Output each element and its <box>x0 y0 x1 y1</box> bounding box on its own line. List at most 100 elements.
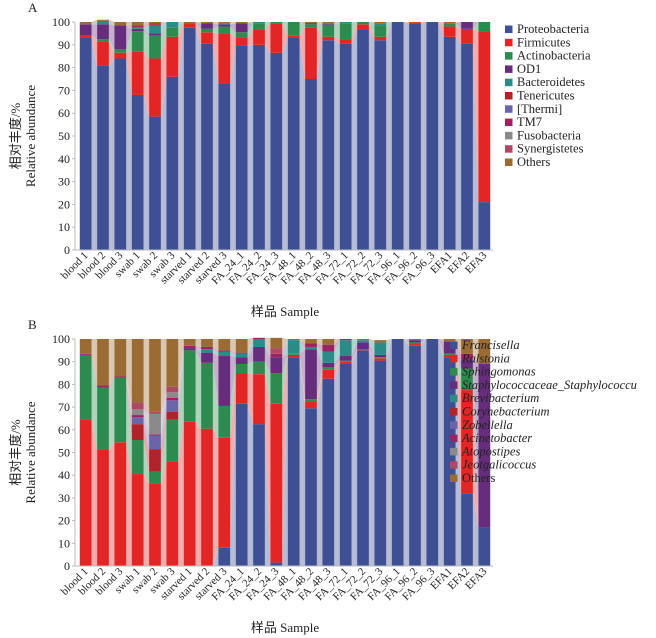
connector-band <box>264 337 271 358</box>
bar-segment <box>201 352 213 363</box>
connector-band <box>264 44 271 250</box>
bar-segment <box>79 24 92 36</box>
connector-band <box>108 442 115 566</box>
bar-FA_24_2 <box>253 337 265 566</box>
bar-segment <box>149 411 161 414</box>
connector-band <box>455 23 462 29</box>
bar-FA_24_1 <box>235 22 248 250</box>
connector-band <box>316 23 323 26</box>
connector-band <box>247 44 254 250</box>
connector-band <box>91 24 98 40</box>
bar-FA_96_1 <box>391 22 404 250</box>
connector-band <box>351 339 358 341</box>
bar-segment <box>131 31 144 52</box>
bar-blood-3 <box>114 22 127 251</box>
bar-segment <box>443 339 456 342</box>
connector-band <box>282 354 288 563</box>
legend-item: OD1 <box>505 62 541 76</box>
connector-band <box>126 339 132 403</box>
bar-segment <box>114 339 127 377</box>
connector-band <box>420 339 427 343</box>
bar-segment <box>235 373 248 404</box>
y-tick-label: 0 <box>64 243 70 257</box>
bar-segment <box>287 354 300 358</box>
connector-band <box>386 22 392 26</box>
bar-segment <box>201 349 213 353</box>
bar-segment <box>409 345 421 566</box>
connector-band <box>472 22 479 32</box>
connector-band <box>230 373 236 548</box>
connector-band <box>299 22 306 24</box>
legend-swatch <box>505 52 513 60</box>
legend-item: Jeotgalicoccus <box>450 458 536 472</box>
legend-item: TM7 <box>505 115 542 129</box>
bar-segment <box>478 31 491 203</box>
connector-band <box>160 76 167 250</box>
connector-band <box>247 337 254 354</box>
legend-swatch <box>505 38 513 47</box>
connector-band <box>91 354 98 450</box>
bar-FA_72_2 <box>357 339 369 566</box>
connector-band <box>143 22 150 26</box>
bar-segment <box>235 22 248 24</box>
connector-band <box>126 22 132 26</box>
bar-segment <box>131 474 144 566</box>
connector-band <box>282 23 288 53</box>
connector-band <box>195 339 202 347</box>
legend-label: Synergistetes <box>517 142 584 156</box>
bar-FA_96_3 <box>426 339 439 566</box>
connector-band <box>403 22 410 24</box>
connector-band <box>368 22 375 26</box>
connector-band <box>334 363 340 566</box>
bar-segment <box>357 24 369 30</box>
y-tick-label: 60 <box>58 423 70 437</box>
bar-segment <box>461 28 473 44</box>
connector-band <box>108 376 115 388</box>
legend-swatch <box>450 421 458 429</box>
connector-band <box>143 28 150 36</box>
connector-band <box>178 27 184 251</box>
connector-band <box>178 345 184 393</box>
bar-segment <box>149 58 161 117</box>
bar-segment <box>149 483 161 566</box>
legend-item: Actinobacteria <box>505 49 591 63</box>
connector-band <box>472 368 479 528</box>
legend-swatch <box>505 158 513 166</box>
bar-blood-2 <box>97 19 109 250</box>
bar-segment <box>357 340 369 343</box>
connector-band <box>282 340 288 354</box>
legend-swatch <box>505 145 513 153</box>
connector-band <box>351 342 358 361</box>
bar-segment <box>201 339 213 347</box>
bar-segment <box>374 36 387 41</box>
bar-segment <box>253 424 265 566</box>
connector-band <box>299 353 306 402</box>
bar-segment <box>322 36 335 41</box>
connector-band <box>472 390 479 528</box>
bar-segment <box>461 390 473 494</box>
bar-segment <box>287 37 300 251</box>
connector-band <box>420 22 427 24</box>
bar-segment <box>183 339 196 346</box>
connector-band <box>160 27 167 59</box>
bar-segment <box>253 374 265 425</box>
bar-segment <box>149 435 161 450</box>
bar-EFA3 <box>478 22 491 250</box>
bar-segment <box>357 339 369 341</box>
connector-band <box>160 22 167 24</box>
connector-band <box>351 340 358 357</box>
connector-band <box>316 349 323 400</box>
bar-segment <box>478 527 491 566</box>
connector-band <box>299 339 306 344</box>
legend-label: Jeotgalicoccus <box>462 458 536 472</box>
bar-segment <box>166 36 179 77</box>
bar-segment <box>149 434 161 436</box>
connector-band <box>438 22 444 27</box>
connector-band <box>91 339 98 386</box>
connector-band <box>247 403 254 566</box>
connector-band <box>247 22 254 24</box>
bar-segment <box>322 339 335 345</box>
connector-band <box>351 22 358 24</box>
bar-segment <box>270 23 283 53</box>
bar-segment <box>131 409 144 416</box>
